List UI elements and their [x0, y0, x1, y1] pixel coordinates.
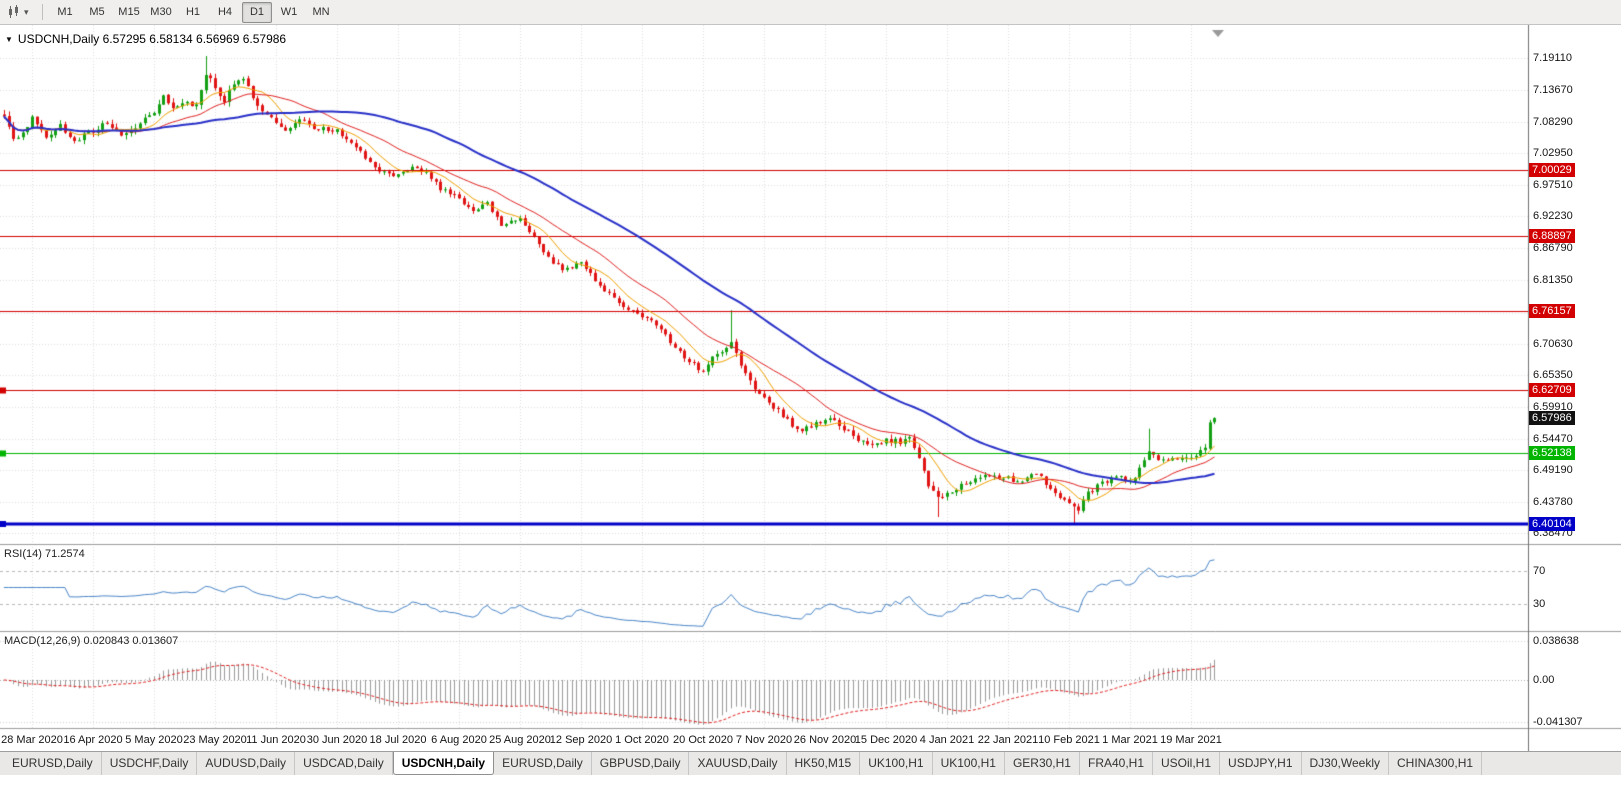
- chart-canvas[interactable]: [0, 25, 1621, 751]
- rsi-indicator-title: RSI(14) 71.2574: [4, 548, 85, 560]
- candlestick-chart-icon[interactable]: [4, 2, 24, 22]
- timeframe-button-w1[interactable]: W1: [280, 5, 298, 18]
- timeframe-button-m30[interactable]: M30: [150, 5, 172, 18]
- timeframe-group: M1 M5 M15 M30 H1 H4 D1 W1 MN: [49, 1, 337, 23]
- timeframe-button-m5[interactable]: M5: [89, 5, 105, 18]
- chart-tab-dj30-weekly[interactable]: DJ30,Weekly: [1302, 752, 1389, 775]
- chart-ohlc-text: USDCNH,Daily 6.57295 6.58134 6.56969 6.5…: [17, 32, 287, 46]
- chart-tab-usoil-h1[interactable]: USOil,H1: [1153, 752, 1221, 775]
- chart-tab-audusd-daily[interactable]: AUDUSD,Daily: [197, 752, 296, 775]
- chart-tab-uk100-h1[interactable]: UK100,H1: [933, 752, 1005, 775]
- chart-tabbar: EURUSD,Daily USDCHF,Daily AUDUSD,Daily USDC…: [0, 751, 1621, 775]
- timeframe-button-mn[interactable]: MN: [312, 5, 330, 18]
- chart-tab-ger30-h1[interactable]: GER30,H1: [1005, 752, 1080, 775]
- chart-tab-china300-h1[interactable]: CHINA300,H1: [1389, 752, 1483, 775]
- chart-tab-gbpusd-daily[interactable]: GBPUSD,Daily: [592, 752, 690, 775]
- timeframe-button-h4[interactable]: H4: [217, 5, 233, 18]
- timeframe-button-h1[interactable]: H1: [185, 5, 201, 18]
- timeframe-button-m15[interactable]: M15: [118, 5, 140, 18]
- chart-header: ▼ USDCNH,Daily 6.57295 6.58134 6.56969 6…: [5, 32, 286, 46]
- chart-tab-usdcad-daily[interactable]: USDCAD,Daily: [295, 752, 393, 775]
- chart-tab-usdchf-daily[interactable]: USDCHF,Daily: [102, 752, 198, 775]
- chart-tab-uk100-h1[interactable]: UK100,H1: [860, 752, 933, 775]
- chevron-down-icon[interactable]: ▾: [24, 6, 29, 17]
- toolbar-separator: [42, 4, 43, 20]
- chart-tab-usdcnh-daily[interactable]: USDCNH,Daily: [392, 752, 495, 775]
- chart-window: 7.19110 7.13670 7.08290 7.02950 6.97510 6.922…: [0, 25, 1621, 751]
- chart-tab-eurusd-daily[interactable]: EURUSD,Daily: [494, 752, 592, 775]
- macd-indicator-title: MACD(12,26,9) 0.020843 0.013607: [4, 635, 179, 647]
- top-toolbar: ▾ M1 M5 M15 M30 H1 H4 D1 W1 MN: [0, 0, 1621, 25]
- timeframe-button-m1[interactable]: M1: [57, 5, 73, 18]
- timeframe-button-d1[interactable]: D1: [242, 1, 272, 23]
- triangle-down-icon[interactable]: ▼: [5, 34, 13, 44]
- chart-tab-xauusd-daily[interactable]: XAUUSD,Daily: [689, 752, 787, 775]
- chart-tab-fra40-h1[interactable]: FRA40,H1: [1080, 752, 1154, 775]
- chart-tab-hk50-m15[interactable]: HK50,M15: [787, 752, 861, 775]
- chart-tab-eurusd-daily[interactable]: EURUSD,Daily: [4, 752, 102, 775]
- chart-tab-usdjpy-h1[interactable]: USDJPY,H1: [1220, 752, 1302, 775]
